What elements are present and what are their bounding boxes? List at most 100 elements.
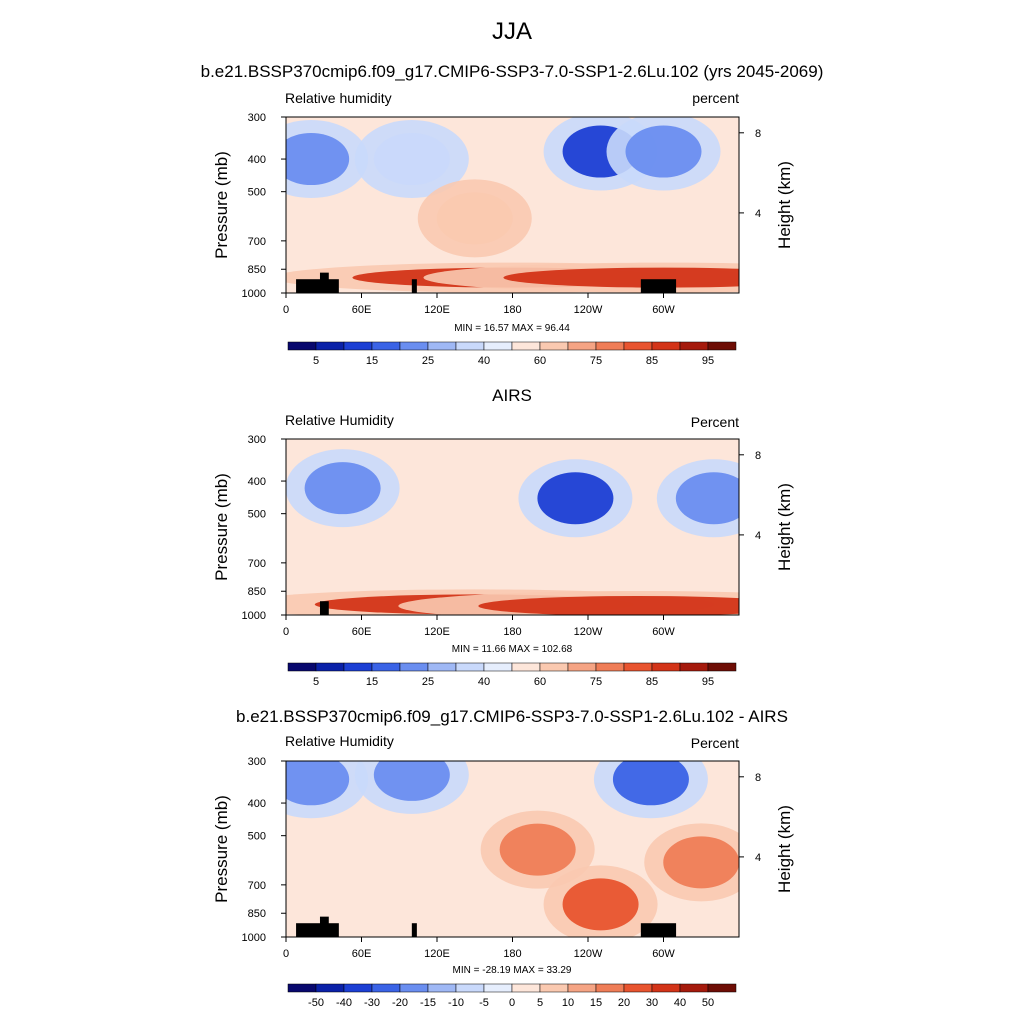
heatmap-feature-core (478, 595, 739, 615)
colorbar-box (511, 662, 541, 672)
heatmap-feature-core (436, 192, 513, 245)
panel-2-min-max: MIN = 11.66 MAX = 102.68 (451, 644, 573, 655)
panel-2-variable-label: Relative Humidity (285, 412, 394, 428)
colorbar-label: 30 (646, 997, 658, 1009)
colorbar-label: 15 (366, 676, 378, 688)
colorbar-label: 15 (366, 355, 378, 367)
colorbar-box (651, 341, 681, 351)
topography-mask (296, 279, 339, 293)
heatmap-feature-core (286, 761, 350, 806)
y2-tick-label: 4 (755, 208, 761, 220)
colorbar-box (707, 341, 737, 351)
colorbar-box (343, 662, 373, 672)
colorbar-label: 60 (534, 355, 546, 367)
y-tick-label: 850 (248, 264, 266, 276)
colorbar-box (287, 662, 317, 672)
colorbar-box (511, 983, 541, 993)
colorbar-box (651, 662, 681, 672)
colorbar-label: 85 (646, 355, 658, 367)
heatmap-feature-core (503, 267, 739, 288)
x-tick-label: 0 (283, 626, 289, 638)
colorbar-box (455, 662, 485, 672)
y-tick-label: 700 (248, 558, 266, 570)
colorbar-box (315, 341, 345, 351)
colorbar-box (399, 662, 429, 672)
colorbar-box (483, 983, 513, 993)
colorbar-label: 40 (674, 997, 686, 1009)
x-tick-label: 60E (352, 626, 372, 638)
heatmap-feature-core (663, 836, 739, 889)
heatmap-feature-core (562, 878, 639, 931)
colorbar-box (371, 341, 401, 351)
x-tick-label: 120W (574, 304, 603, 316)
y2-tick-label: 8 (755, 450, 761, 462)
heatmap-feature-core (612, 761, 689, 806)
colorbar-box (483, 662, 513, 672)
heatmap-feature-core (373, 761, 450, 801)
colorbar-box (651, 983, 681, 993)
panel-2-colorbar: 5 15 25 40 60 75 85 95 (287, 662, 737, 688)
panel-1-variable-label: Relative humidity (285, 90, 392, 106)
colorbar-label: 5 (313, 676, 319, 688)
y2-tick-label: 8 (755, 128, 761, 140)
panel-3-title: b.e21.BSSP370cmip6.f09_g17.CMIP6-SSP3-7.… (236, 707, 788, 726)
colorbar-box (539, 662, 569, 672)
panel-3-units-label: Percent (690, 735, 739, 751)
x-tick-label: 120E (424, 626, 450, 638)
y-tick-label: 1000 (242, 932, 266, 944)
colorbar-label: 85 (646, 676, 658, 688)
x-tick-label: 60E (352, 948, 372, 960)
colorbar-label: 0 (509, 997, 515, 1009)
x-tick-label: 60W (652, 948, 675, 960)
panel-1-colorbar: 5 15 25 40 60 75 85 95 (287, 341, 737, 367)
colorbar-box (483, 341, 513, 351)
colorbar-label: -10 (448, 997, 464, 1009)
colorbar-box (567, 983, 597, 993)
y-tick-label: 1000 (242, 610, 266, 622)
colorbar-box (371, 983, 401, 993)
colorbar-box (511, 341, 541, 351)
heatmap-feature-core (304, 462, 381, 515)
y-tick-label: 1000 (242, 288, 266, 300)
colorbar-label: 60 (534, 676, 546, 688)
panel-1-heatmap: 0 60E 120E 180 120W 60W 300 400 500 700 850 1000 8 4 P… (212, 112, 794, 316)
y-tick-label: 500 (248, 509, 266, 521)
topography-mask (411, 923, 417, 937)
topography-mask (411, 279, 417, 293)
colorbar-label: 10 (562, 997, 574, 1009)
x-tick-label: 180 (503, 626, 521, 638)
colorbar-label: 25 (422, 676, 434, 688)
colorbar-label: -5 (479, 997, 489, 1009)
colorbar-box (399, 341, 429, 351)
x-tick-label: 120W (574, 626, 603, 638)
topography-mask (319, 272, 329, 293)
panel-3-min-max: MIN = -28.19 MAX = 33.29 (452, 965, 572, 976)
y-tick-label: 850 (248, 908, 266, 920)
x-tick-label: 0 (283, 304, 289, 316)
colorbar-label: 50 (702, 997, 714, 1009)
colorbar-box (595, 341, 625, 351)
x-tick-label: 0 (283, 948, 289, 960)
colorbar-label: 75 (590, 676, 602, 688)
colorbar-box (567, 662, 597, 672)
colorbar-box (623, 983, 653, 993)
colorbar-label: 95 (702, 355, 714, 367)
colorbar-label: 25 (422, 355, 434, 367)
figure-title: JJA (491, 18, 532, 45)
colorbar-box (539, 341, 569, 351)
colorbar-label: 15 (590, 997, 602, 1009)
y-tick-label: 300 (248, 756, 266, 768)
colorbar-box (707, 983, 737, 993)
y-tick-label: 300 (248, 434, 266, 446)
colorbar-label: -20 (392, 997, 408, 1009)
colorbar-label: 40 (478, 676, 490, 688)
x-tick-label: 60E (352, 304, 372, 316)
x-tick-label: 60W (652, 304, 675, 316)
y2-axis-label: Height (km) (775, 483, 794, 571)
colorbar-box (595, 983, 625, 993)
topography-mask (640, 279, 677, 293)
y-tick-label: 850 (248, 586, 266, 598)
topography-mask (296, 923, 339, 937)
heatmap-feature-core (373, 133, 450, 186)
colorbar-label: -30 (364, 997, 380, 1009)
